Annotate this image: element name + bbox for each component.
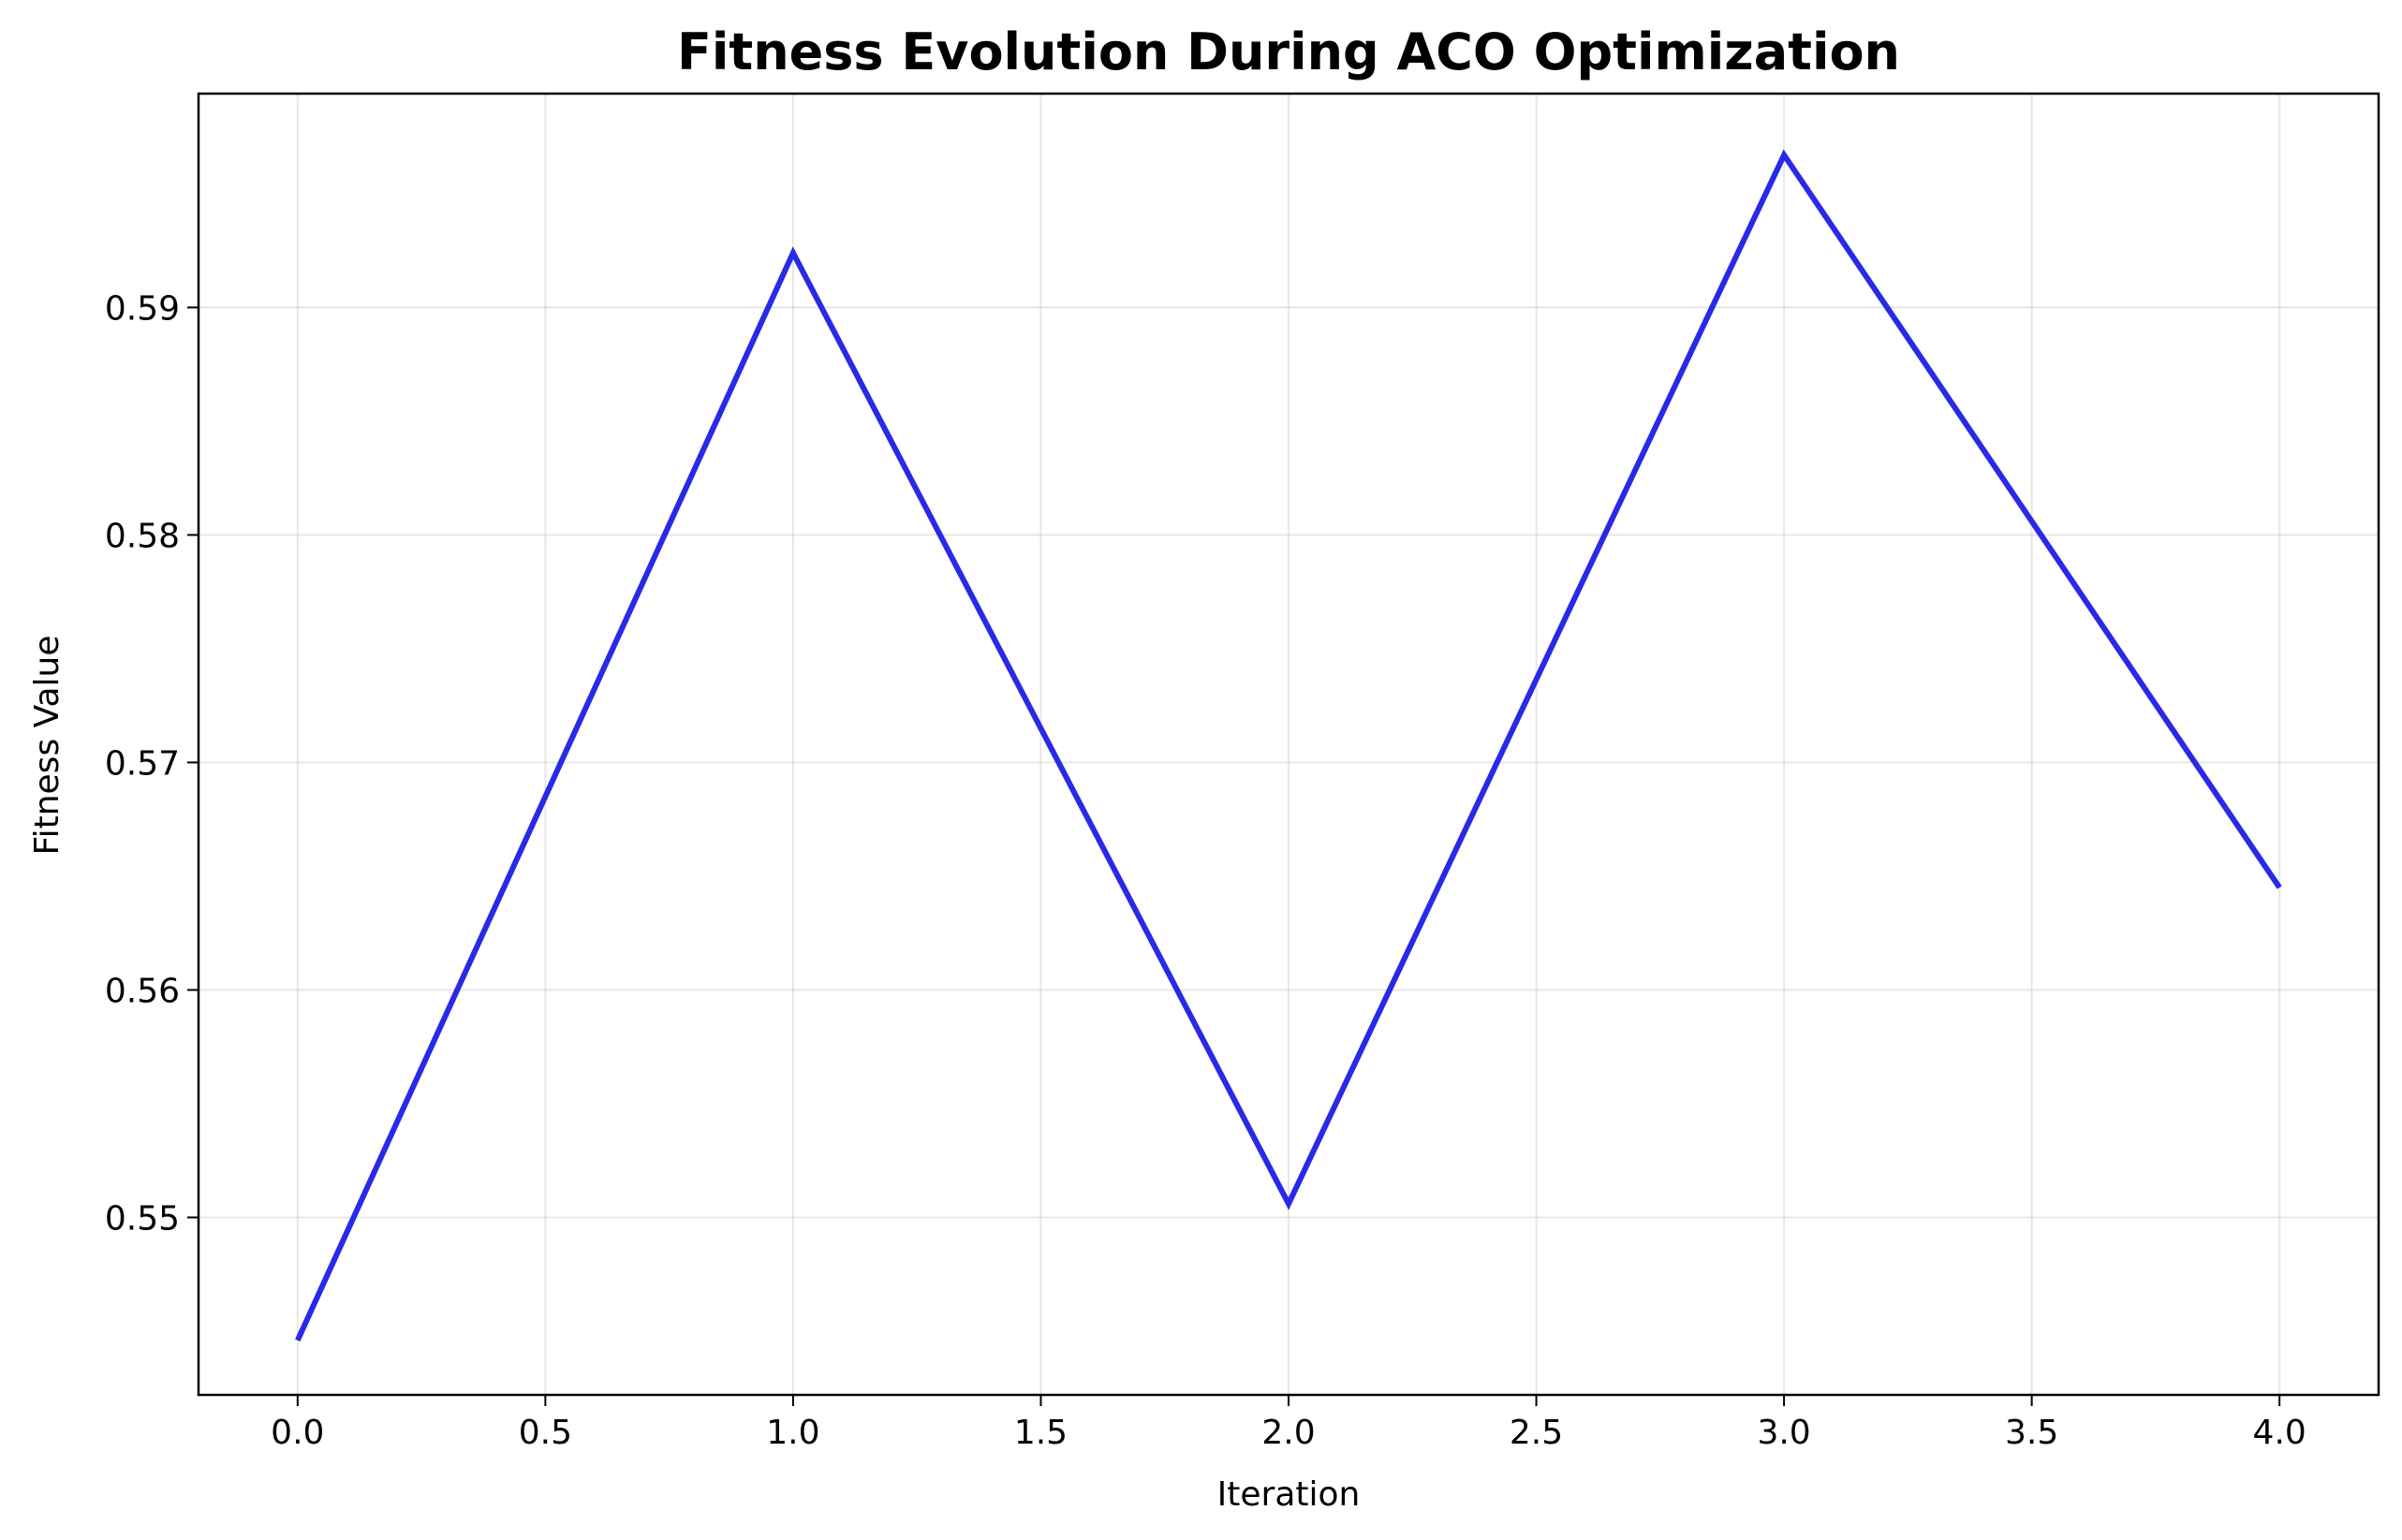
x-tick-label: 2.5 [1510, 1414, 1563, 1452]
x-tick-label: 1.5 [1014, 1414, 1068, 1452]
axis-ticks: 0.0 0.5 1.0 1.5 2.0 2.5 3.0 3.5 4.0 0.55 0.56 0.57 0… [105, 289, 2306, 1452]
x-tick-label: 4.0 [2253, 1414, 2306, 1452]
y-tick-label: 0.59 [105, 289, 180, 328]
series-layer [295, 149, 2282, 1342]
x-tick-label: 2.0 [1261, 1414, 1315, 1452]
chart-title: Fitness Evolution During ACO Optimizatio… [677, 22, 1900, 81]
x-axis-label: Iteration [1217, 1475, 1361, 1514]
x-tick-label: 3.5 [2005, 1414, 2058, 1452]
fitness-series-line [295, 149, 2282, 1342]
x-tick-label: 0.0 [271, 1414, 324, 1452]
x-tick-label: 3.0 [1757, 1414, 1810, 1452]
y-tick-label: 0.56 [105, 972, 180, 1010]
x-tick-label: 1.0 [766, 1414, 819, 1452]
y-tick-label: 0.58 [105, 517, 180, 555]
y-tick-label: 0.57 [105, 744, 180, 783]
x-tick-label: 0.5 [519, 1414, 572, 1452]
y-axis-label: Fitness Value [28, 636, 66, 856]
y-tick-label: 0.55 [105, 1199, 180, 1238]
